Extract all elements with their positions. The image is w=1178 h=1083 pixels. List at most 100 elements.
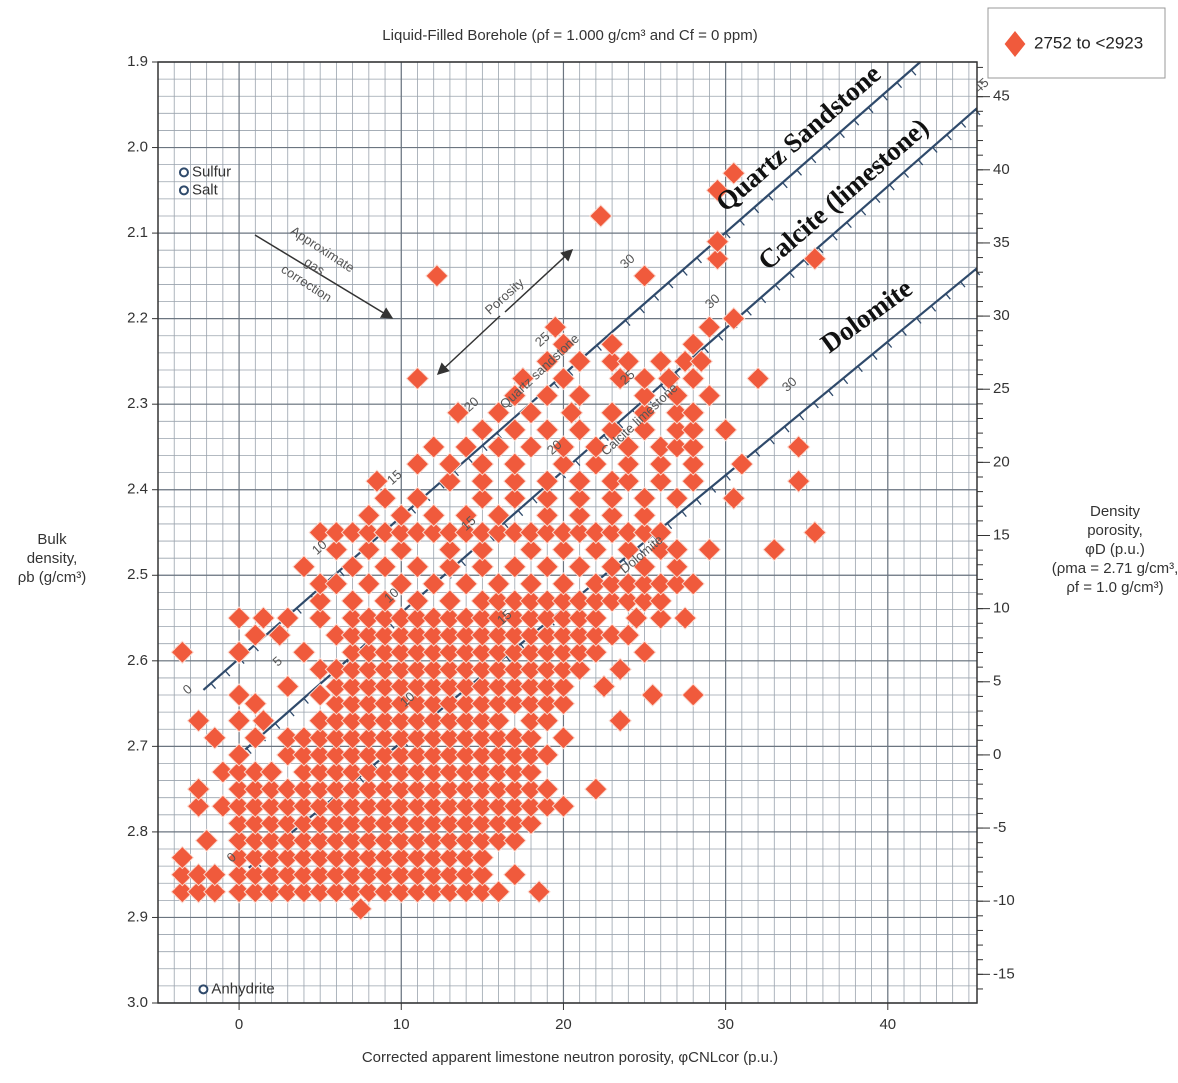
point bbox=[649, 469, 673, 493]
point bbox=[567, 469, 592, 493]
lithology-tick bbox=[754, 450, 761, 457]
point bbox=[308, 520, 332, 545]
lithology-tick bbox=[339, 570, 345, 577]
point bbox=[470, 777, 495, 801]
point bbox=[373, 862, 397, 887]
point bbox=[584, 520, 608, 545]
point bbox=[324, 760, 349, 784]
point bbox=[373, 828, 397, 853]
point bbox=[551, 794, 576, 818]
point bbox=[340, 623, 365, 647]
point bbox=[340, 794, 365, 818]
point bbox=[535, 555, 559, 579]
lithology-tick bbox=[717, 334, 724, 341]
point bbox=[324, 777, 349, 801]
point bbox=[616, 520, 641, 545]
y-tick-label: 2.4 bbox=[127, 481, 148, 498]
point bbox=[681, 401, 705, 425]
point bbox=[486, 401, 511, 425]
point bbox=[373, 657, 397, 682]
point bbox=[194, 828, 219, 853]
point bbox=[373, 589, 397, 613]
point bbox=[567, 623, 592, 647]
point bbox=[308, 794, 332, 818]
point bbox=[421, 640, 446, 664]
point bbox=[519, 760, 543, 784]
point bbox=[421, 726, 446, 750]
point bbox=[405, 691, 430, 716]
point bbox=[243, 811, 268, 836]
point bbox=[389, 845, 413, 870]
point bbox=[373, 640, 397, 664]
point bbox=[503, 452, 527, 476]
lithology-tick bbox=[784, 426, 790, 433]
point bbox=[681, 572, 705, 596]
point bbox=[405, 606, 430, 630]
point bbox=[405, 452, 430, 476]
lithology-tick bbox=[930, 305, 937, 312]
point bbox=[357, 674, 381, 699]
lithology-tick bbox=[724, 232, 731, 239]
point bbox=[324, 520, 349, 545]
point bbox=[340, 845, 365, 870]
point bbox=[600, 589, 624, 613]
point bbox=[357, 691, 381, 716]
point bbox=[405, 520, 430, 545]
point bbox=[421, 845, 446, 870]
y2-tick-label: -15 bbox=[993, 965, 1015, 982]
point bbox=[616, 435, 641, 459]
point bbox=[535, 623, 559, 647]
point bbox=[324, 572, 349, 596]
mineral-point bbox=[178, 185, 189, 196]
point bbox=[365, 469, 389, 493]
point bbox=[389, 572, 413, 596]
point bbox=[170, 640, 195, 664]
point bbox=[292, 777, 316, 801]
point bbox=[421, 760, 446, 784]
point bbox=[340, 691, 365, 716]
lithology-tick bbox=[960, 121, 967, 128]
point bbox=[421, 520, 446, 545]
point bbox=[616, 537, 641, 562]
point bbox=[535, 777, 559, 801]
point bbox=[535, 418, 559, 442]
point bbox=[438, 623, 462, 647]
lithology-tick bbox=[917, 159, 924, 166]
point bbox=[649, 589, 673, 613]
point bbox=[405, 657, 430, 682]
point bbox=[357, 777, 381, 801]
point bbox=[227, 743, 251, 767]
point bbox=[340, 828, 365, 853]
point bbox=[421, 572, 446, 596]
lithology-tick bbox=[639, 307, 645, 314]
lithology-tick bbox=[901, 329, 907, 336]
point bbox=[454, 828, 478, 853]
point bbox=[438, 469, 462, 493]
y2-axis-label: Density bbox=[1090, 503, 1141, 520]
y2-axis-label: porosity, bbox=[1087, 522, 1143, 539]
point bbox=[600, 469, 624, 493]
point bbox=[535, 606, 559, 630]
point bbox=[511, 366, 535, 391]
point bbox=[373, 880, 397, 904]
point bbox=[600, 349, 624, 374]
lithology-tick bbox=[945, 293, 951, 300]
point bbox=[389, 760, 413, 784]
point bbox=[324, 726, 349, 750]
point bbox=[438, 640, 462, 664]
point bbox=[535, 691, 559, 716]
point bbox=[519, 589, 543, 613]
points bbox=[170, 161, 827, 921]
point bbox=[470, 862, 495, 887]
point bbox=[470, 674, 495, 699]
y2-tick-label: 10 bbox=[993, 600, 1010, 617]
point bbox=[600, 401, 624, 425]
point bbox=[324, 623, 349, 647]
point bbox=[503, 828, 527, 853]
point bbox=[535, 708, 559, 733]
point bbox=[373, 760, 397, 784]
point bbox=[276, 743, 300, 767]
point bbox=[616, 572, 641, 596]
point bbox=[551, 640, 576, 664]
point bbox=[227, 760, 251, 784]
